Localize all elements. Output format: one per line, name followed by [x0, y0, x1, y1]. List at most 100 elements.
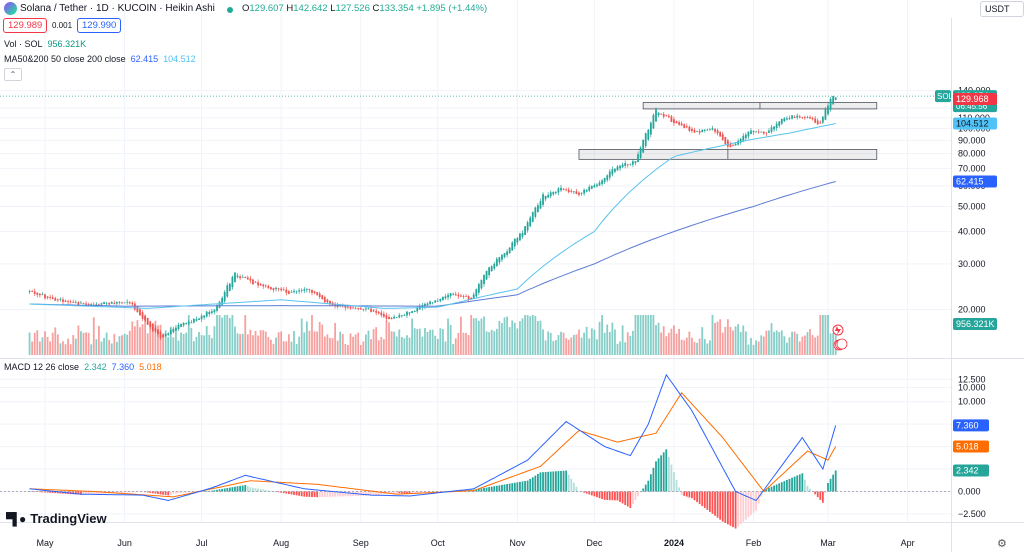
- candle-body: [667, 115, 670, 118]
- candle-body: [467, 296, 470, 300]
- collapse-legend-button[interactable]: ⌃: [4, 68, 22, 81]
- volume-bar: [103, 337, 105, 355]
- volume-bar: [272, 343, 275, 355]
- candle-body: [195, 319, 198, 321]
- volume-bar: [683, 340, 686, 355]
- candle-body: [552, 191, 555, 195]
- volume-bar: [239, 334, 242, 355]
- macd-histogram-bar: [539, 472, 542, 492]
- candle-body: [811, 117, 814, 120]
- buy-button[interactable]: 129.990: [77, 18, 122, 33]
- macd-histogram-bar: [506, 484, 508, 492]
- volume-bar: [575, 334, 578, 355]
- candle-body: [287, 291, 290, 294]
- sell-button[interactable]: 129.989: [3, 18, 48, 33]
- volume-bar: [115, 341, 118, 355]
- macd-legend[interactable]: MACD 12 26 close 2.342 7.360 5.018: [4, 362, 162, 372]
- gear-icon[interactable]: ⚙: [997, 538, 1007, 550]
- volume-bar: [644, 315, 647, 355]
- candle-body: [803, 117, 806, 118]
- candle-body: [821, 116, 824, 123]
- volume-bar: [637, 315, 639, 355]
- macd-histogram-bar: [290, 491, 293, 495]
- tradingview-logo[interactable]: ▀▌● TradingView: [6, 511, 107, 526]
- candle-body: [470, 297, 473, 300]
- volume-bar: [675, 333, 678, 355]
- candle-body: [719, 131, 722, 137]
- macd-histogram-bar: [270, 490, 272, 492]
- macd-histogram-bar: [816, 491, 819, 498]
- macd-histogram-bar: [121, 491, 123, 493]
- macd-histogram-bar: [175, 491, 177, 494]
- candle-body: [493, 263, 496, 269]
- macd-histogram-bar: [226, 488, 229, 492]
- macd-histogram-bar: [578, 490, 580, 492]
- time-tick-label: May: [36, 538, 54, 548]
- ma200-value: 104.512: [163, 54, 196, 64]
- macd-histogram-bar: [516, 482, 519, 492]
- candle-body: [806, 117, 809, 118]
- candle-body: [282, 289, 285, 291]
- volume-bar: [151, 323, 154, 355]
- candle-body: [696, 131, 698, 132]
- volume-bar: [149, 324, 152, 355]
- candle-body: [488, 267, 491, 276]
- volume-bar: [470, 315, 473, 355]
- volume-bar: [680, 339, 683, 355]
- volume-bar: [477, 320, 480, 355]
- volume-bar: [737, 324, 740, 355]
- macd-histogram-bar: [326, 491, 329, 497]
- candle-body: [226, 285, 229, 297]
- volume-bar: [631, 330, 634, 355]
- candle-body: [246, 277, 249, 280]
- candle-body: [285, 289, 288, 293]
- volume-legend[interactable]: Vol · SOL 956.321K: [4, 39, 86, 49]
- macd-histogram-bar: [87, 491, 90, 495]
- volume-value: 956.321K: [47, 39, 87, 49]
- low-label: L: [330, 3, 336, 14]
- volume-bar: [570, 337, 573, 355]
- macd-histogram-bar: [572, 482, 575, 492]
- symbol-title[interactable]: Solana / Tether · 1D · KUCOIN · Heikin A…: [20, 3, 215, 14]
- time-tick-label: Oct: [431, 538, 446, 548]
- candle-body: [714, 128, 716, 132]
- macd-histogram-bar: [241, 485, 244, 492]
- macd-histogram-bar: [614, 491, 616, 501]
- volume-bar: [208, 334, 211, 355]
- ma-legend[interactable]: MA50&200 50 close 200 close 62.415 104.5…: [4, 54, 196, 64]
- macd-histogram-bar: [621, 491, 624, 504]
- prev-close-tag: 129.968: [956, 94, 989, 104]
- candle-body: [329, 301, 331, 305]
- candle-body: [244, 277, 247, 278]
- volume-bar: [408, 337, 411, 355]
- currency-select[interactable]: USDT: [980, 1, 1024, 17]
- candle-body: [231, 276, 234, 288]
- candle-body: [752, 131, 755, 133]
- volume-bar: [803, 335, 806, 355]
- macd-histogram-bar: [521, 481, 524, 492]
- candle-body: [796, 115, 799, 118]
- candle-body: [388, 316, 390, 319]
- candle-body: [480, 279, 483, 289]
- macd-histogram-bar: [824, 491, 827, 493]
- macd-histogram-bar: [339, 491, 342, 497]
- macd-histogram-bar: [793, 476, 796, 492]
- candle-body: [614, 168, 616, 172]
- candle-body: [249, 278, 252, 281]
- volume-bar: [703, 338, 706, 355]
- macd-histogram-bar: [714, 491, 716, 516]
- macd-histogram-bar: [395, 491, 398, 493]
- volume-bar: [542, 329, 544, 355]
- volume-bar: [773, 331, 775, 355]
- macd-histogram-bar: [575, 486, 578, 492]
- volume-bar: [719, 319, 722, 355]
- candle-body: [411, 311, 414, 313]
- volume-bar: [223, 315, 226, 355]
- candle-body: [621, 164, 624, 168]
- volume-bar: [665, 336, 668, 355]
- volume-bar: [44, 331, 46, 355]
- candle-body: [457, 294, 460, 297]
- volume-bar: [41, 337, 44, 355]
- candle-body: [791, 115, 793, 119]
